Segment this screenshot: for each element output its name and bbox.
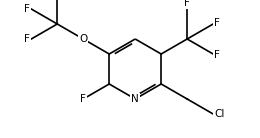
Text: Cl: Cl [214, 109, 225, 119]
Text: O: O [79, 34, 87, 44]
Text: N: N [131, 94, 139, 104]
Text: F: F [184, 0, 190, 8]
Text: F: F [214, 18, 220, 28]
Text: F: F [80, 94, 86, 104]
Text: F: F [24, 4, 30, 14]
Text: F: F [24, 34, 30, 44]
Text: F: F [214, 50, 220, 60]
